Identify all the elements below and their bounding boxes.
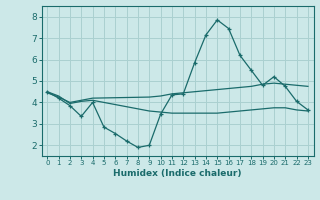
X-axis label: Humidex (Indice chaleur): Humidex (Indice chaleur) (113, 169, 242, 178)
